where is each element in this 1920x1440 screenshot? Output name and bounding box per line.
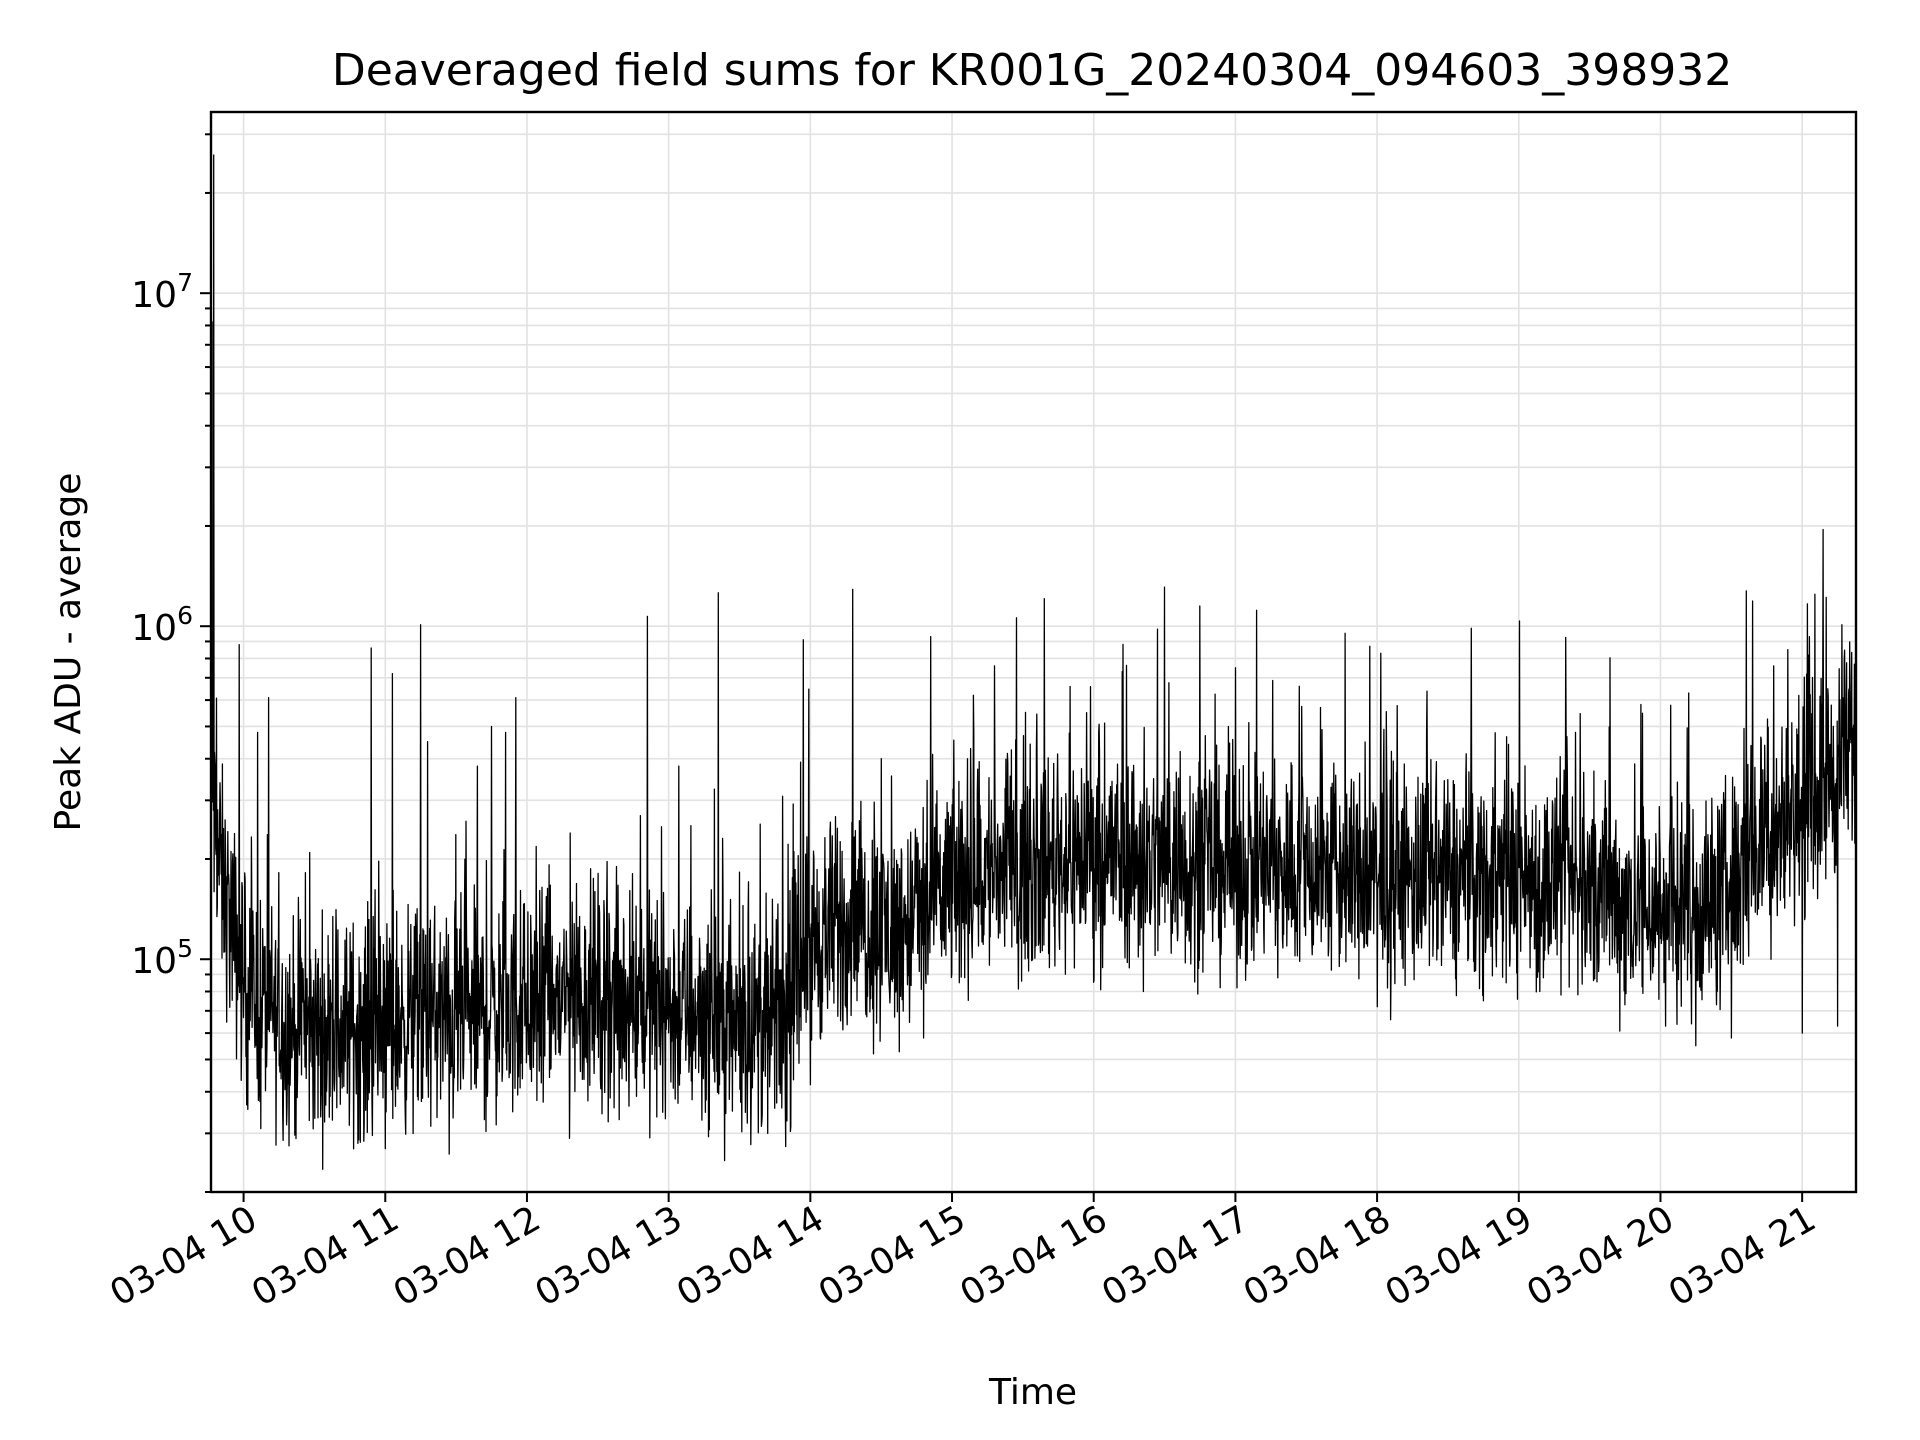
x-tick-label: 03-04 10 xyxy=(103,1198,264,1314)
x-tick-label: 03-04 18 xyxy=(1237,1198,1398,1314)
plot-frame xyxy=(209,110,1858,1194)
y-tick-label: 107 xyxy=(131,268,193,316)
x-axis-label: Time xyxy=(988,1372,1077,1413)
y-tick-label: 105 xyxy=(131,934,193,982)
x-tick-label: 03-04 15 xyxy=(812,1198,973,1314)
data-series-line xyxy=(210,154,1857,1170)
x-tick-label: 03-04 17 xyxy=(1095,1198,1256,1314)
x-tick-label: 03-04 19 xyxy=(1379,1198,1540,1314)
x-tick-label: 03-04 12 xyxy=(387,1198,548,1314)
y-axis-label: Peak ADU - average xyxy=(48,473,89,832)
x-tick-label: 03-04 16 xyxy=(954,1198,1115,1314)
x-tick-label: 03-04 21 xyxy=(1662,1198,1823,1314)
x-tick-label: 03-04 14 xyxy=(670,1198,831,1314)
y-axis: 105 106 107 xyxy=(131,133,211,1193)
x-tick-label: 03-04 11 xyxy=(245,1198,406,1314)
x-tick-label: 03-04 13 xyxy=(528,1198,689,1314)
chart-title: Deaveraged field sums for KR001G_2024030… xyxy=(332,45,1732,96)
x-tick-label: 03-04 20 xyxy=(1520,1198,1681,1314)
y-tick-label: 106 xyxy=(131,601,193,649)
